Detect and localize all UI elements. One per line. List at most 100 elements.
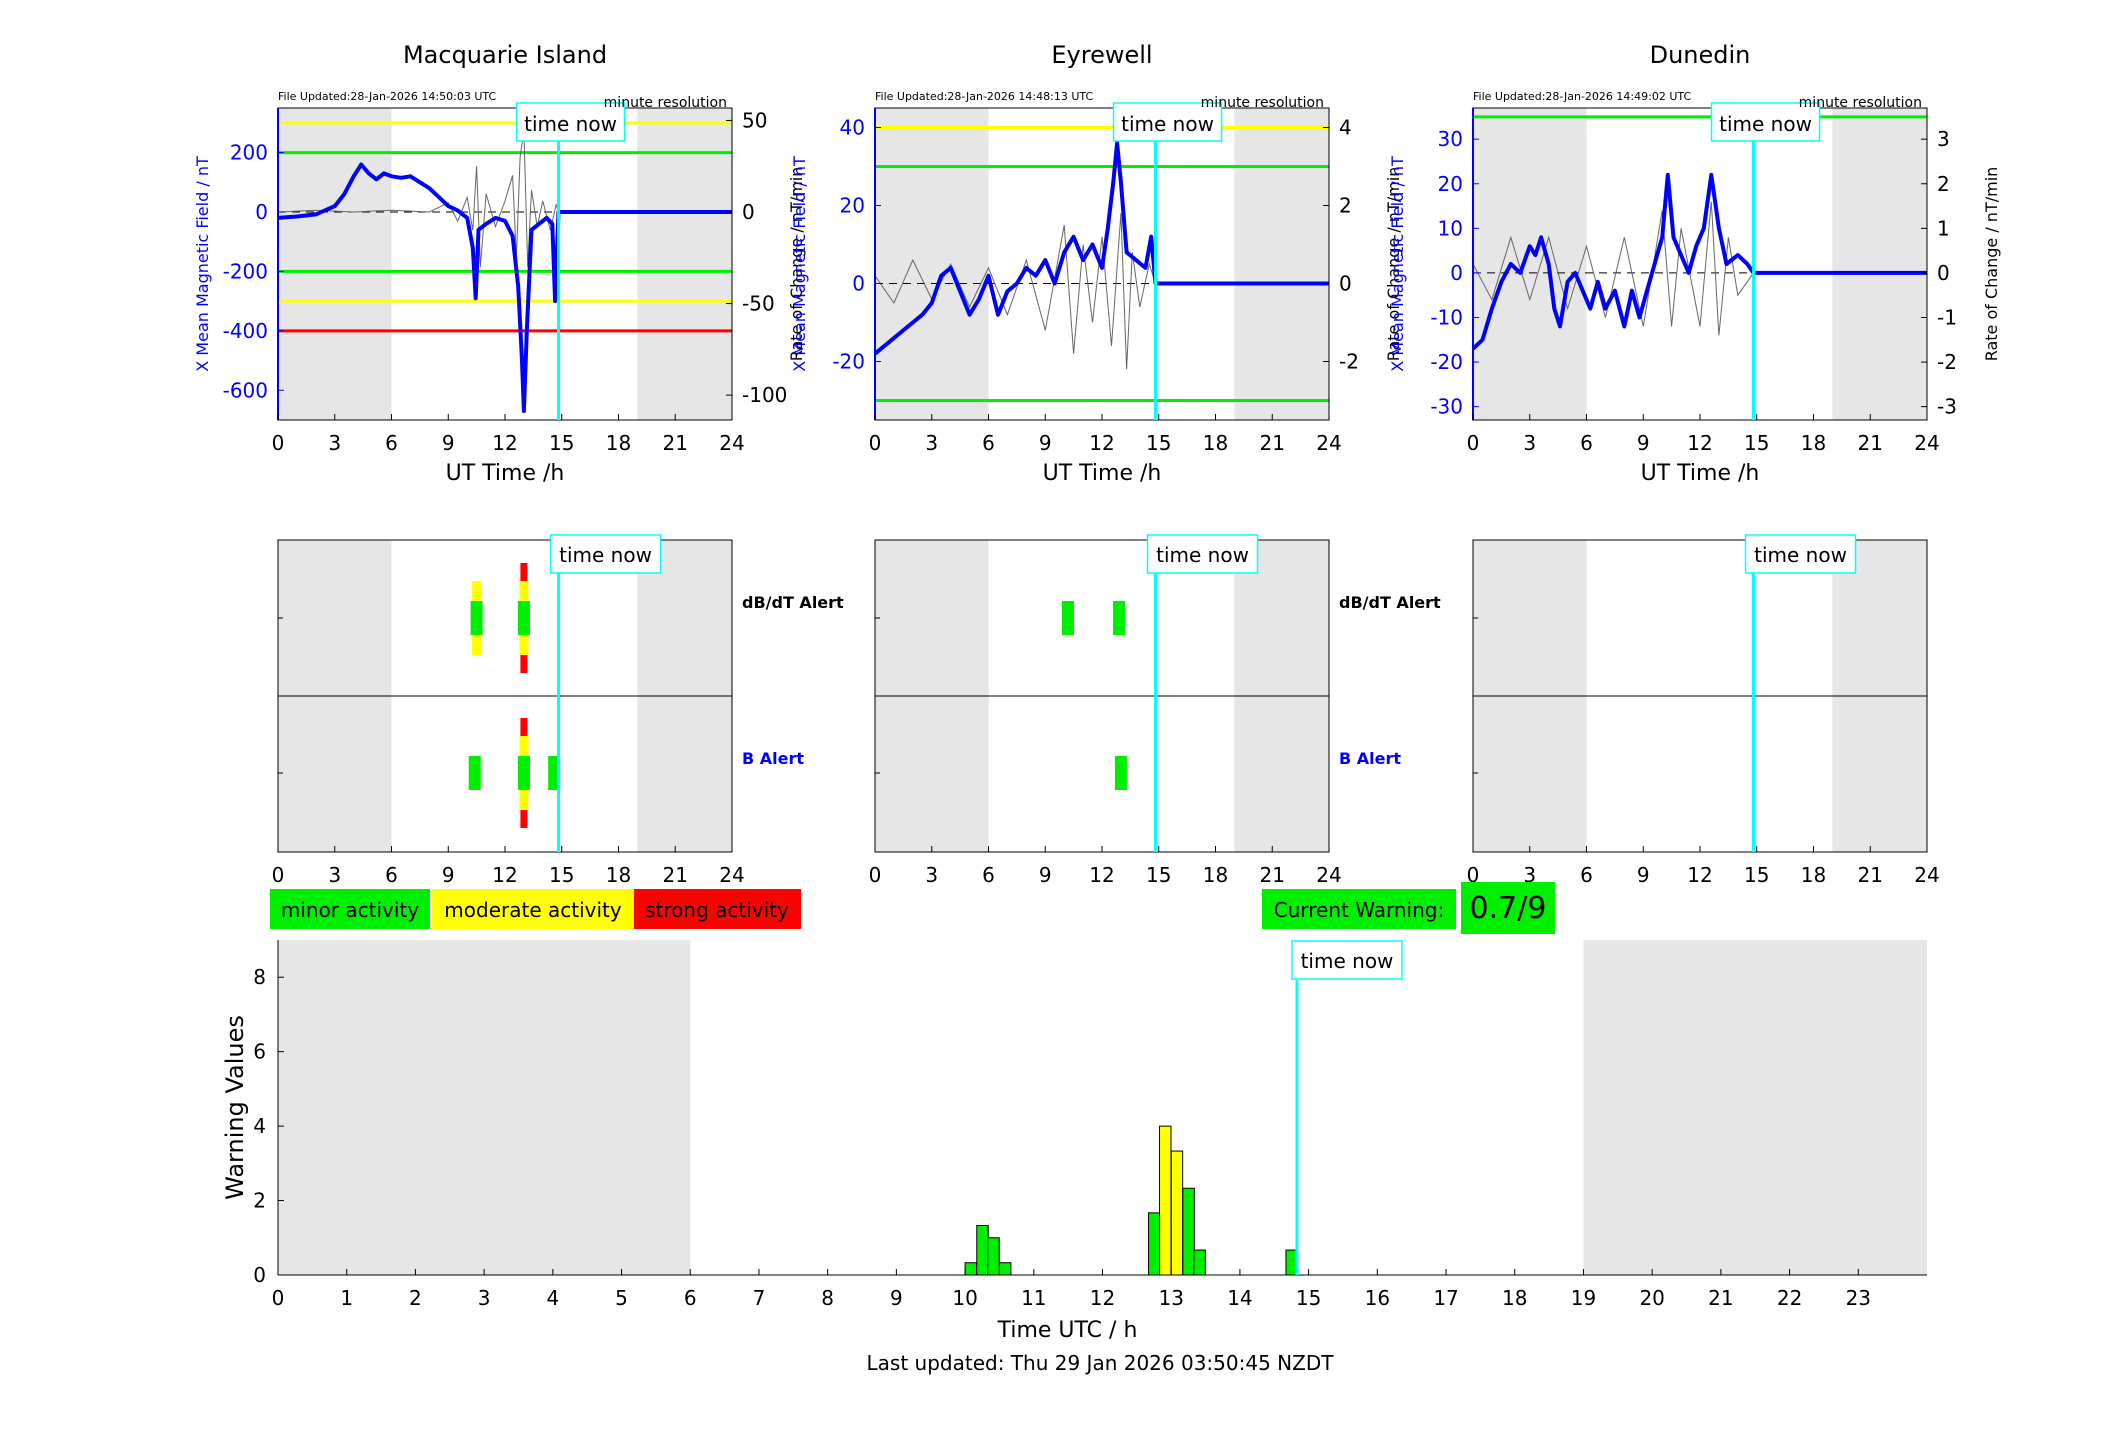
left-tick-label: 10: [1438, 216, 1463, 240]
warning-bar: [998, 1262, 1012, 1276]
x-tick-label: 24: [719, 431, 744, 455]
x-tick-label: 12: [492, 431, 517, 455]
left-tick-label: -20: [832, 350, 865, 374]
station-plot-1: Eyrewell time now File Updated:28-Jan-2026…: [790, 41, 1403, 486]
warning-bar: [1148, 1212, 1161, 1276]
left-tick-label: -30: [1430, 395, 1463, 419]
x-tick-label: 6: [1580, 431, 1593, 455]
y-axis-label-left: X Mean Magnetic Field / nT: [1388, 156, 1407, 372]
dbdt-alert-label: dB/dT Alert: [1339, 593, 1441, 612]
x-tick-label: 20: [1639, 1286, 1664, 1310]
rate-of-change-series: [1472, 201, 1754, 336]
x-tick-label: 21: [663, 431, 688, 455]
left-tick-label: 20: [840, 194, 865, 218]
alert-panel-1: time now dB/dT Alert B Alert 0 3 6 9 12 15 18 21 24: [869, 534, 1441, 887]
right-tick-label: 2: [1937, 172, 1950, 196]
station-plot-2: Dunedin time now File Updated:28-Jan-2026 …: [1388, 41, 2001, 486]
right-tick-label: 0: [742, 200, 755, 224]
x-tick-label: 9: [1039, 431, 1052, 455]
x-tick-label: 0: [272, 863, 285, 887]
mean-field-series: [277, 162, 732, 414]
legend-moderate-label: moderate activity: [444, 898, 622, 922]
y-tick-label: 2: [253, 1189, 266, 1213]
y-axis-label-right: Rate of Change / nT/min: [1982, 167, 2001, 362]
night-shade: [875, 108, 989, 420]
current-warning-label-box: [1262, 889, 1456, 929]
y-axis-label: Warning Values: [221, 1015, 249, 1200]
night-shade: [278, 940, 691, 1275]
x-tick-label: 9: [890, 1286, 903, 1310]
x-tick-label: 3: [925, 863, 938, 887]
x-axis-label: UT Time /h: [446, 461, 565, 486]
x-tick-label: 6: [684, 1286, 697, 1310]
x-tick-label: 3: [1523, 863, 1536, 887]
x-tick-label: 24: [1914, 431, 1939, 455]
x-tick-label: 11: [1021, 1286, 1046, 1310]
warning-bar: [987, 1237, 1000, 1276]
time-now-label: time now: [1121, 112, 1214, 136]
right-tick-label: -2: [1937, 350, 1957, 374]
right-tick-label: 3: [1937, 127, 1950, 151]
legend-minor-swatch: [270, 889, 430, 929]
right-tick-label: 50: [742, 108, 767, 132]
y-tick-label: 0: [253, 1263, 266, 1287]
right-tick-label: -2: [1339, 350, 1359, 374]
station-title: Dunedin: [1650, 41, 1751, 69]
x-tick-label: 9: [1039, 863, 1052, 887]
x-tick-label: 0: [869, 863, 882, 887]
x-axis-label: UT Time /h: [1641, 461, 1760, 486]
legend-moderate-swatch: [432, 889, 634, 929]
x-tick-label: 9: [442, 863, 455, 887]
warning-bar: [1170, 1150, 1184, 1276]
time-now-box: [1291, 940, 1403, 980]
warning-bar: [1193, 1249, 1206, 1276]
left-tick-label: -600: [223, 378, 268, 402]
x-tick-label: 0: [272, 431, 285, 455]
x-tick-label: 19: [1571, 1286, 1596, 1310]
x-tick-label: 9: [442, 431, 455, 455]
warning-bar: [1159, 1125, 1172, 1276]
warning-bar: [964, 1262, 978, 1276]
x-tick-label: 6: [385, 431, 398, 455]
warning-bar: [976, 1224, 989, 1276]
left-tick-label: 30: [1438, 127, 1463, 151]
x-tick-label: 15: [549, 431, 574, 455]
b-alert-block: [1114, 756, 1127, 790]
time-now-label: time now: [1754, 543, 1847, 567]
right-tick-label: -1: [1937, 305, 1957, 329]
x-tick-label: 24: [719, 863, 744, 887]
time-now-box: [1112, 102, 1223, 142]
x-tick-label: 15: [1296, 1286, 1321, 1310]
x-tick-label: 4: [546, 1286, 559, 1310]
file-updated: File Updated:28-Jan-2026 14:49:02 UTC: [1473, 90, 1691, 103]
x-tick-label: 12: [1687, 431, 1712, 455]
y-tick-label: 6: [253, 1040, 266, 1064]
right-tick-label: -3: [1937, 395, 1957, 419]
x-tick-label: 3: [328, 863, 341, 887]
station-title: Macquarie Island: [403, 41, 607, 69]
current-warning-value-box: [1461, 882, 1555, 934]
x-tick-label: 7: [753, 1286, 766, 1310]
x-tick-label: 6: [385, 863, 398, 887]
x-tick-label: 6: [1580, 863, 1593, 887]
x-tick-label: 3: [328, 431, 341, 455]
dbdt-alert-block: [517, 601, 530, 635]
left-tick-label: -400: [223, 319, 268, 343]
time-now-label: time now: [559, 543, 652, 567]
last-updated: Last updated: Thu 29 Jan 2026 03:50:45 N…: [867, 1351, 1335, 1375]
x-tick-label: 8: [821, 1286, 834, 1310]
resolution-label: minute resolution: [604, 95, 727, 111]
legend-minor-label: minor activity: [281, 898, 419, 922]
left-tick-label: 40: [840, 116, 865, 140]
x-tick-label: 2: [409, 1286, 422, 1310]
x-tick-label: 12: [1687, 863, 1712, 887]
dbdt-alert-block: [1061, 601, 1074, 635]
x-tick-label: 14: [1227, 1286, 1252, 1310]
time-now-box: [549, 534, 662, 574]
current-warning-value: 0.7/9: [1470, 891, 1547, 926]
x-tick-label: 6: [982, 863, 995, 887]
time-now-box: [1710, 102, 1821, 142]
current-warning: Current Warning: 0.7/9: [1262, 882, 1555, 934]
y-axis-label-left: X Mean Magnetic Field / nT: [790, 156, 809, 372]
x-tick-label: 18: [1203, 431, 1228, 455]
